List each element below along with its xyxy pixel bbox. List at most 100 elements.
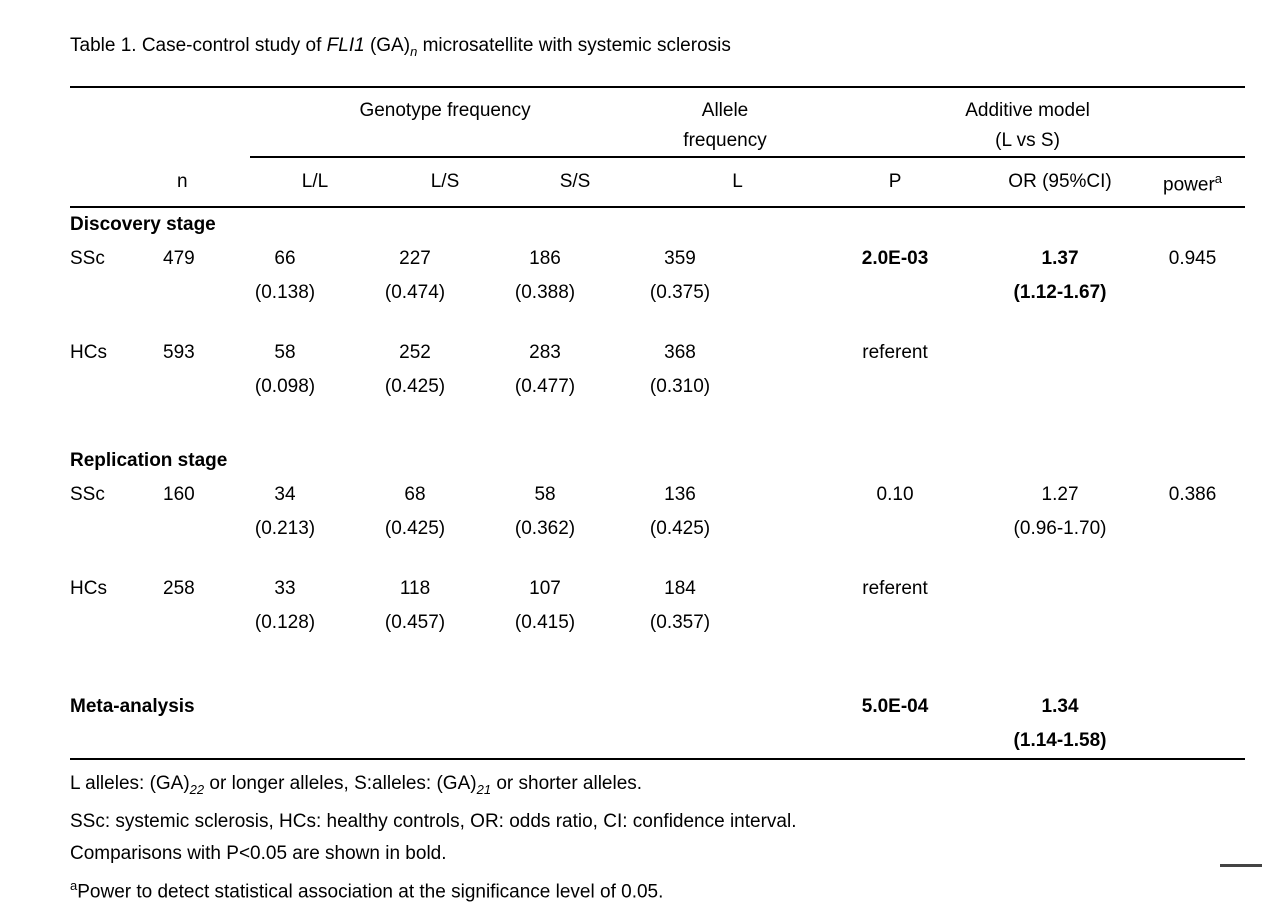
- allele-group-label-line2: frequency: [683, 129, 767, 151]
- footnote-bold-note: Comparisons with P<0.05 are shown in bol…: [70, 842, 447, 864]
- cell-p: 0.10: [876, 484, 914, 506]
- table-row-replication-ssc: SSc 160 34 (0.213) 68 (0.425) 58 (0.362): [70, 478, 1245, 572]
- additive-group-rule: [810, 155, 1246, 158]
- freq-line: (0.098): [254, 376, 316, 398]
- freq-line: (0.362): [514, 518, 576, 540]
- value-line: 227: [399, 248, 431, 270]
- col-header-n: n: [155, 157, 250, 209]
- additive-group-label-line2: (L vs S): [995, 129, 1060, 151]
- value-line: 184: [664, 578, 696, 600]
- cell-power: [1140, 666, 1245, 758]
- freq-line: (0.213): [254, 518, 316, 540]
- value-line: 34: [274, 484, 296, 506]
- freq-line: (0.457): [384, 612, 446, 634]
- table-row-discovery-ssc: SSc 479 66 (0.138) 227 (0.474) 186 (0.38…: [70, 242, 1245, 336]
- cell-ls: 227 (0.474): [380, 242, 510, 336]
- value-line: 136: [664, 484, 696, 506]
- freq-line: (0.474): [384, 282, 446, 304]
- cell-ss: 58 (0.362): [510, 478, 640, 572]
- cell-power: [1140, 572, 1245, 666]
- section-label: Replication stage: [70, 450, 228, 472]
- genotype-frequency-group-header: Genotype frequency: [250, 87, 641, 158]
- cell-p: 2.0E-03: [861, 248, 929, 270]
- col-header-or: OR (95%CI): [980, 157, 1141, 209]
- table-row-discovery-hcs: HCs 593 58 (0.098) 252 (0.425) 283 (0.47…: [70, 336, 1245, 430]
- col-header-p: P: [810, 157, 981, 209]
- cell-l: 184 (0.357): [640, 572, 810, 666]
- cell-or: [980, 336, 1140, 430]
- freq-line: (0.310): [649, 376, 711, 398]
- col-header-ls: L/S: [380, 157, 510, 209]
- value-line: 33: [274, 578, 296, 600]
- table-row-replication-hcs: HCs 258 33 (0.128) 118 (0.457) 107 (0.41…: [70, 572, 1245, 666]
- cell-ss: 186 (0.388): [510, 242, 640, 336]
- cell-ll: 66 (0.138): [250, 242, 380, 336]
- value-line: 107: [529, 578, 561, 600]
- col-header-ss: S/S: [510, 157, 641, 209]
- freq-line: (0.425): [384, 518, 446, 540]
- or-value: 1.34: [1041, 696, 1079, 718]
- group-header-row: Genotype frequency Allele frequency Addi…: [70, 87, 1246, 158]
- allele-group-rule: [640, 155, 811, 158]
- value-line: 368: [664, 342, 696, 364]
- column-header-row: n L/L L/S S/S L P OR (95%CI) powera: [70, 157, 1246, 209]
- meta-analysis-label: Meta-analysis: [70, 696, 195, 718]
- cell-ls: 68 (0.425): [380, 478, 510, 572]
- title-prefix: Table 1. Case-control study of: [70, 35, 327, 56]
- value-line: 58: [274, 342, 296, 364]
- freq-line: (0.415): [514, 612, 576, 634]
- corner-artifact: [1220, 864, 1262, 867]
- cell-ss: 107 (0.415): [510, 572, 640, 666]
- cell-ss: 283 (0.477): [510, 336, 640, 430]
- table-title: Table 1. Case-control study of FLI1 (GA)…: [70, 34, 1246, 64]
- cell-p: referent: [862, 578, 928, 600]
- case-control-table: Genotype frequency Allele frequency Addi…: [70, 85, 1246, 758]
- or-ci: (1.14-1.58): [1013, 730, 1107, 752]
- cell-or: [980, 572, 1140, 666]
- table-container: Table 1. Case-control study of FLI1 (GA)…: [70, 34, 1246, 902]
- row-label: SSc: [70, 248, 105, 270]
- cell-power: 0.945: [1168, 248, 1217, 270]
- cell-ll: 58 (0.098): [250, 336, 380, 430]
- row-label: SSc: [70, 484, 105, 506]
- or-value: 1.27: [1041, 484, 1079, 506]
- title-subscript: n: [410, 43, 418, 59]
- additive-model-group-header: Additive model (L vs S): [810, 87, 1246, 158]
- allele-group-label-line1: Allele: [701, 99, 749, 121]
- cell-l: 368 (0.310): [640, 336, 810, 430]
- genotype-group-label: Genotype frequency: [359, 99, 531, 121]
- value-line: 359: [664, 248, 696, 270]
- footnote-abbreviations: SSc: systemic sclerosis, HCs: healthy co…: [70, 810, 797, 832]
- row-label: HCs: [70, 578, 107, 600]
- value-line: 252: [399, 342, 431, 364]
- col-header-ll: L/L: [250, 157, 380, 209]
- section-row-replication: Replication stage: [70, 430, 1245, 478]
- cell-n: 593: [163, 342, 195, 364]
- footnote-power: aPower to detect statistical association…: [70, 877, 664, 902]
- subscript-21: 21: [476, 781, 492, 797]
- section-row-discovery: Discovery stage: [70, 207, 1245, 242]
- additive-group-label-line1: Additive model: [965, 99, 1090, 121]
- value-line: 66: [274, 248, 296, 270]
- value-line: 186: [529, 248, 561, 270]
- or-ci: (0.96-1.70): [1013, 518, 1107, 540]
- row-label: HCs: [70, 342, 107, 364]
- freq-line: (0.425): [649, 518, 711, 540]
- freq-line: (0.375): [649, 282, 711, 304]
- power-footnote-marker: a: [1214, 170, 1223, 186]
- value-line: 283: [529, 342, 561, 364]
- section-label: Discovery stage: [70, 214, 216, 236]
- value-line: 118: [399, 578, 431, 600]
- cell-l: 359 (0.375): [640, 242, 810, 336]
- cell-or: 1.34 (1.14-1.58): [980, 666, 1140, 758]
- freq-line: (0.357): [649, 612, 711, 634]
- freq-line: (0.128): [254, 612, 316, 634]
- freq-line: (0.477): [514, 376, 576, 398]
- freq-line: (0.138): [254, 282, 316, 304]
- value-line: 58: [534, 484, 556, 506]
- footnote-marker-a: a: [70, 877, 78, 893]
- empty-subheader: [70, 157, 155, 209]
- cell-n: 160: [163, 484, 195, 506]
- cell-n: 479: [163, 248, 195, 270]
